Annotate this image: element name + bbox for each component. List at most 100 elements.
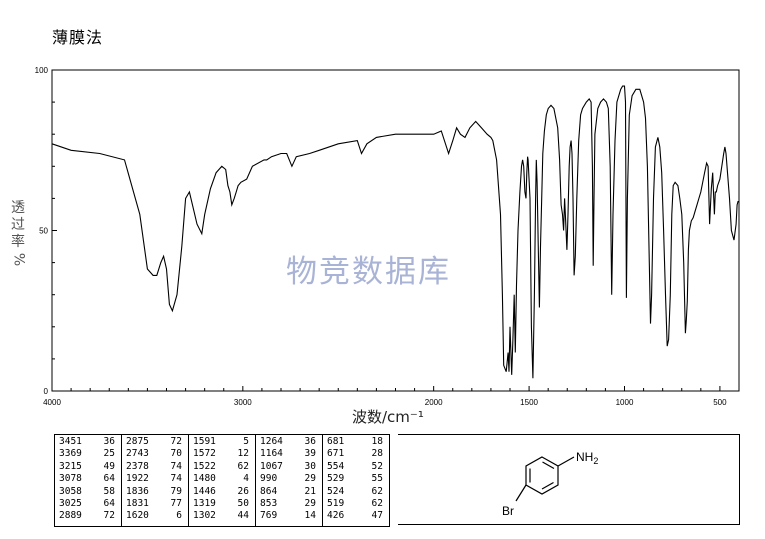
- peak-wavenumber: 1319: [193, 498, 216, 510]
- y-tick-label: 100: [35, 66, 49, 75]
- peak-column: 1591 5 1572 12 1522 62 1480 4 1446 26 1319 50 1302 44: [188, 434, 256, 527]
- bromo-bond: [515, 484, 527, 502]
- peak-wavenumber: 2889: [59, 510, 82, 522]
- peak-transmittance: 30: [304, 460, 316, 472]
- peak-wavenumber: 990: [260, 473, 278, 485]
- peak-entry: 1922 74: [126, 473, 182, 485]
- peak-transmittance: 62: [371, 498, 383, 510]
- peak-transmittance: 72: [170, 436, 182, 447]
- peak-wavenumber: 3078: [59, 473, 82, 485]
- peak-table: 3451 36 3369 25 3215 49 3078 64 3058 58 3025 64 2889…: [54, 434, 390, 527]
- peak-wavenumber: 1922: [126, 473, 149, 485]
- peak-entry: 671 28: [327, 448, 383, 460]
- structure-box: NH2 Br: [398, 434, 740, 525]
- peak-transmittance: 29: [304, 498, 316, 510]
- peak-transmittance: 70: [170, 448, 182, 460]
- peak-transmittance: 72: [103, 510, 115, 522]
- peak-entry: 769 14: [260, 510, 316, 522]
- peak-transmittance: 64: [103, 473, 115, 485]
- peak-entry: 524 62: [327, 486, 383, 498]
- peak-wavenumber: 1836: [126, 485, 149, 497]
- peak-wavenumber: 1572: [193, 448, 216, 460]
- peak-transmittance: 5: [243, 436, 249, 447]
- x-tick-label: 1500: [520, 398, 538, 407]
- peak-entry: 864 21: [260, 486, 316, 498]
- peak-entry: 1480 4: [193, 473, 249, 485]
- peak-transmittance: 25: [103, 448, 115, 460]
- peak-transmittance: 62: [371, 485, 383, 497]
- peak-entry: 1572 12: [193, 448, 249, 460]
- peak-transmittance: 55: [371, 473, 383, 485]
- peak-transmittance: 18: [371, 436, 383, 447]
- peak-wavenumber: 2875: [126, 436, 149, 447]
- peak-transmittance: 36: [304, 436, 316, 447]
- peak-transmittance: 6: [176, 510, 182, 522]
- peak-entry: 1591 5: [193, 436, 249, 448]
- peak-wavenumber: 3451: [59, 436, 82, 447]
- peak-transmittance: 21: [304, 485, 316, 497]
- peak-wavenumber: 671: [327, 448, 345, 460]
- peak-transmittance: 50: [237, 498, 249, 510]
- peak-entry: 853 29: [260, 498, 316, 510]
- peak-entry: 1319 50: [193, 498, 249, 510]
- peak-transmittance: 12: [237, 448, 249, 460]
- peak-transmittance: 47: [371, 510, 383, 522]
- peak-wavenumber: 1831: [126, 498, 149, 510]
- peak-wavenumber: 1446: [193, 485, 216, 497]
- peak-table-row: 3451 36 3369 25 3215 49 3078 64 3058 58 3025 64 2889…: [54, 434, 390, 527]
- peak-transmittance: 62: [237, 460, 249, 472]
- peak-entry: 1620 6: [126, 510, 182, 522]
- y-axis-label: 透过率%: [8, 200, 28, 268]
- peak-wavenumber: 426: [327, 510, 345, 522]
- peak-wavenumber: 3215: [59, 460, 82, 472]
- y-axis-label-text: 透过率%: [8, 200, 28, 268]
- peak-wavenumber: 1067: [260, 460, 283, 472]
- peak-entry: 2875 72: [126, 436, 182, 448]
- peak-wavenumber: 1522: [193, 460, 216, 472]
- peak-entry: 3025 64: [59, 498, 115, 510]
- y-axis-label-char: %: [10, 252, 27, 267]
- peak-wavenumber: 864: [260, 485, 278, 497]
- peak-entry: 1164 39: [260, 448, 316, 460]
- peak-wavenumber: 853: [260, 498, 278, 510]
- x-axis-label: 波数/cm⁻¹: [352, 408, 424, 426]
- peak-entry: 3215 49: [59, 461, 115, 473]
- peak-wavenumber: 1480: [193, 473, 216, 485]
- peak-wavenumber: 1591: [193, 436, 216, 447]
- watermark: 物竞数据库: [286, 254, 451, 290]
- peak-transmittance: 44: [237, 510, 249, 522]
- peak-wavenumber: 2743: [126, 448, 149, 460]
- peak-transmittance: 74: [170, 473, 182, 485]
- amine-label: NH2: [576, 450, 598, 466]
- peak-wavenumber: 554: [327, 460, 345, 472]
- peak-entry: 1831 77: [126, 498, 182, 510]
- amine-bond: [557, 456, 575, 467]
- peak-entry: 2378 74: [126, 461, 182, 473]
- y-axis-label-char: 率: [11, 234, 25, 250]
- peak-wavenumber: 1264: [260, 436, 283, 447]
- peak-wavenumber: 3025: [59, 498, 82, 510]
- peak-entry: 554 52: [327, 461, 383, 473]
- peak-entry: 3369 25: [59, 448, 115, 460]
- peak-wavenumber: 529: [327, 473, 345, 485]
- peak-entry: 3451 36: [59, 436, 115, 448]
- peak-transmittance: 64: [103, 498, 115, 510]
- peak-wavenumber: 1302: [193, 510, 216, 522]
- peak-entry: 1836 79: [126, 486, 182, 498]
- y-axis-label-char: 过: [11, 217, 25, 233]
- peak-column: 1264 36 1164 39 1067 30 990 29 864 21 853 29 769 14: [255, 434, 323, 527]
- peak-entry: 2889 72: [59, 510, 115, 522]
- peak-transmittance: 79: [170, 485, 182, 497]
- peak-wavenumber: 524: [327, 485, 345, 497]
- method-label: 薄膜法: [52, 28, 104, 47]
- peak-entry: 529 55: [327, 473, 383, 485]
- x-tick-label: 2000: [425, 398, 443, 407]
- peak-wavenumber: 2378: [126, 460, 149, 472]
- x-tick-label: 1000: [616, 398, 634, 407]
- peak-transmittance: 77: [170, 498, 182, 510]
- peak-entry: 3058 58: [59, 486, 115, 498]
- y-axis-label-char: 透: [11, 200, 25, 216]
- peak-entry: 1522 62: [193, 461, 249, 473]
